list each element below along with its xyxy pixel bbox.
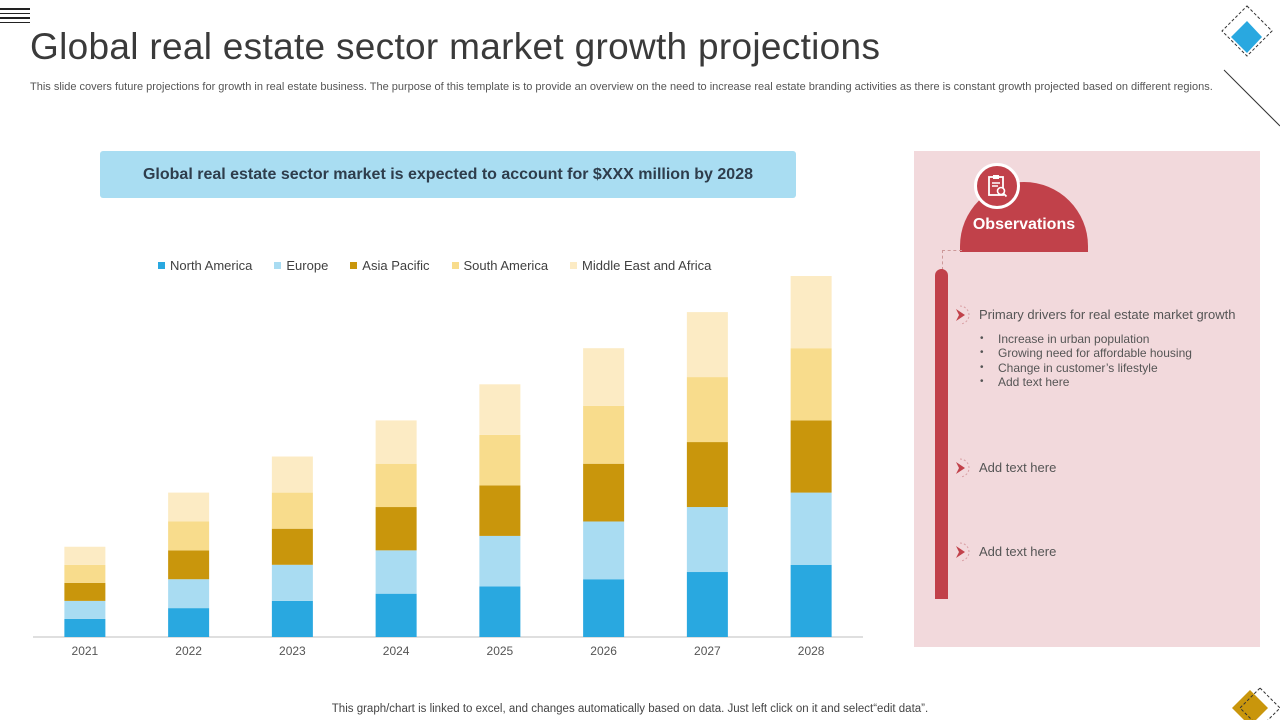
bar-segment-2023-middle-east-and-africa[interactable] <box>271 456 313 493</box>
menu-icon[interactable] <box>0 8 30 24</box>
bar-segment-2025-asia-pacific[interactable] <box>479 485 521 536</box>
bar-segment-2025-middle-east-and-africa[interactable] <box>479 384 521 435</box>
legend-swatch <box>350 262 358 269</box>
diamond-decoration-icon <box>1221 5 1280 127</box>
bar-segment-2026-middle-east-and-africa[interactable] <box>583 348 625 406</box>
connector-line <box>942 250 943 270</box>
bar-segment-2022-europe[interactable] <box>168 579 210 609</box>
legend-europe: Europe <box>274 258 328 273</box>
bar-segment-2026-europe[interactable] <box>583 521 625 580</box>
bar-segment-2024-europe[interactable] <box>375 550 417 594</box>
legend-label: North America <box>170 258 253 273</box>
observation-heading: Add text here <box>979 460 1057 475</box>
bar-segment-2023-asia-pacific[interactable] <box>271 528 313 565</box>
observations-panel: Observations Primary drivers for real es… <box>914 151 1260 647</box>
bar-segment-2022-north-america[interactable] <box>168 608 210 637</box>
bar-segment-2025-south-america[interactable] <box>479 434 521 486</box>
list-item: Add text here <box>980 375 1192 390</box>
legend-label: South America <box>463 258 549 273</box>
bar-segment-2021-middle-east-and-africa[interactable] <box>64 546 106 565</box>
bar-segment-2021-north-america[interactable] <box>64 618 106 637</box>
list-item: Change in customer’s lifestyle <box>980 361 1192 376</box>
legend-swatch <box>570 262 578 269</box>
bar-segment-2026-north-america[interactable] <box>583 579 625 637</box>
page-title: Global real estate sector market growth … <box>30 26 881 67</box>
chart-legend: North America Europe Asia Pacific South … <box>158 258 711 273</box>
footer-note: This graph/chart is linked to excel, and… <box>331 703 929 715</box>
legend-swatch <box>451 262 459 269</box>
x-tick-label: 2027 <box>694 644 721 658</box>
observations-title: Observations <box>972 216 1076 233</box>
observation-heading: Add text here <box>979 544 1057 559</box>
bar-segment-2024-middle-east-and-africa[interactable] <box>375 420 417 464</box>
bar-segment-2028-asia-pacific[interactable] <box>790 420 832 493</box>
list-item: Growing need for affordable housing <box>980 346 1192 361</box>
bar-segment-2024-north-america[interactable] <box>375 593 417 637</box>
legend-swatch <box>158 262 165 269</box>
arrow-marker-icon <box>956 305 970 325</box>
bar-segment-2021-asia-pacific[interactable] <box>64 582 106 601</box>
arrow-marker-icon <box>956 458 970 478</box>
bar-segment-2028-europe[interactable] <box>790 492 832 565</box>
legend-asia-pacific: Asia Pacific <box>350 258 430 273</box>
bar-segment-2025-europe[interactable] <box>479 535 521 587</box>
bar-segment-2028-south-america[interactable] <box>790 348 832 421</box>
bar-segment-2023-south-america[interactable] <box>271 492 313 529</box>
legend-swatch <box>274 262 282 269</box>
bar-segment-2024-south-america[interactable] <box>375 463 417 508</box>
x-tick-label: 2023 <box>279 644 306 658</box>
market-banner: Global real estate sector market is expe… <box>100 151 796 198</box>
bar-segment-2028-north-america[interactable] <box>790 564 832 637</box>
stacked-bar-chart[interactable]: 2021 2022 2023 2024 2025 2026 2027 2028 <box>0 270 880 670</box>
x-tick-label: 2026 <box>590 644 617 658</box>
bar-segment-2024-asia-pacific[interactable] <box>375 507 417 551</box>
bar-segment-2027-south-america[interactable] <box>686 377 728 443</box>
legend-label: Asia Pacific <box>362 258 430 273</box>
bar-segment-2028-middle-east-and-africa[interactable] <box>790 276 832 349</box>
x-tick-label: 2024 <box>383 644 410 658</box>
observation-heading: Primary drivers for real estate market g… <box>979 307 1236 322</box>
bar-segment-2025-north-america[interactable] <box>479 586 521 637</box>
bar-segment-2023-europe[interactable] <box>271 564 313 601</box>
bar-segment-2021-europe[interactable] <box>64 600 106 619</box>
legend-label: Europe <box>286 258 329 273</box>
bar-segment-2026-asia-pacific[interactable] <box>583 463 625 522</box>
connector-line <box>942 250 962 251</box>
timeline-bar <box>935 269 948 599</box>
bar-segment-2027-middle-east-and-africa[interactable] <box>686 312 728 378</box>
bar-segment-2026-south-america[interactable] <box>583 405 625 464</box>
bar-segment-2027-north-america[interactable] <box>686 572 728 637</box>
x-tick-label: 2021 <box>72 644 99 658</box>
legend-label: Middle East and Africa <box>582 258 712 273</box>
bar-segment-2027-europe[interactable] <box>686 507 728 573</box>
bar-segment-2023-north-america[interactable] <box>271 600 313 637</box>
page-subtitle: This slide covers future projections for… <box>30 81 1213 93</box>
x-tick-label: 2028 <box>798 644 825 658</box>
legend-south-america: South America <box>451 258 549 273</box>
bar-segment-2022-asia-pacific[interactable] <box>168 550 210 580</box>
bar-segment-2022-south-america[interactable] <box>168 521 210 551</box>
legend-north-america: North America <box>158 258 252 273</box>
diamond-decoration-icon <box>1232 687 1280 720</box>
clipboard-search-icon <box>974 163 1020 209</box>
list-item: Increase in urban population <box>980 332 1192 347</box>
x-tick-label: 2022 <box>175 644 202 658</box>
legend-middle-east-africa: Middle East and Africa <box>570 258 711 273</box>
arrow-marker-icon <box>956 542 970 562</box>
bar-segment-2021-south-america[interactable] <box>64 564 106 583</box>
bar-segment-2027-asia-pacific[interactable] <box>686 442 728 508</box>
bar-segment-2022-middle-east-and-africa[interactable] <box>168 492 210 522</box>
x-tick-label: 2025 <box>487 644 514 658</box>
observation-bullets: Increase in urban population Growing nee… <box>980 332 1192 389</box>
